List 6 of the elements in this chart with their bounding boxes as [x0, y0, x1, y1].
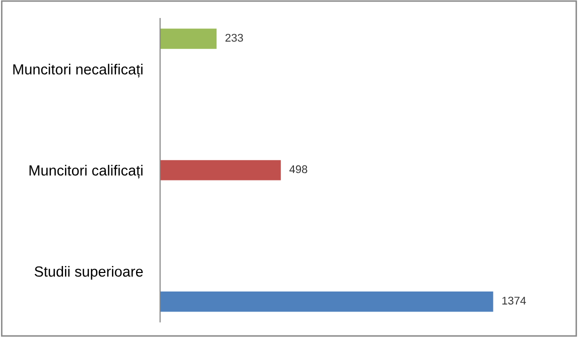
y-tick-label: Muncitori necalificați: [13, 64, 142, 78]
y-tick-label: Studii superioare: [34, 266, 143, 280]
y-tick-label: Muncitori calificați: [30, 164, 142, 179]
data-label: 233: [225, 34, 243, 42]
data-label: 1374: [502, 296, 526, 305]
data-label: 498: [289, 165, 308, 174]
